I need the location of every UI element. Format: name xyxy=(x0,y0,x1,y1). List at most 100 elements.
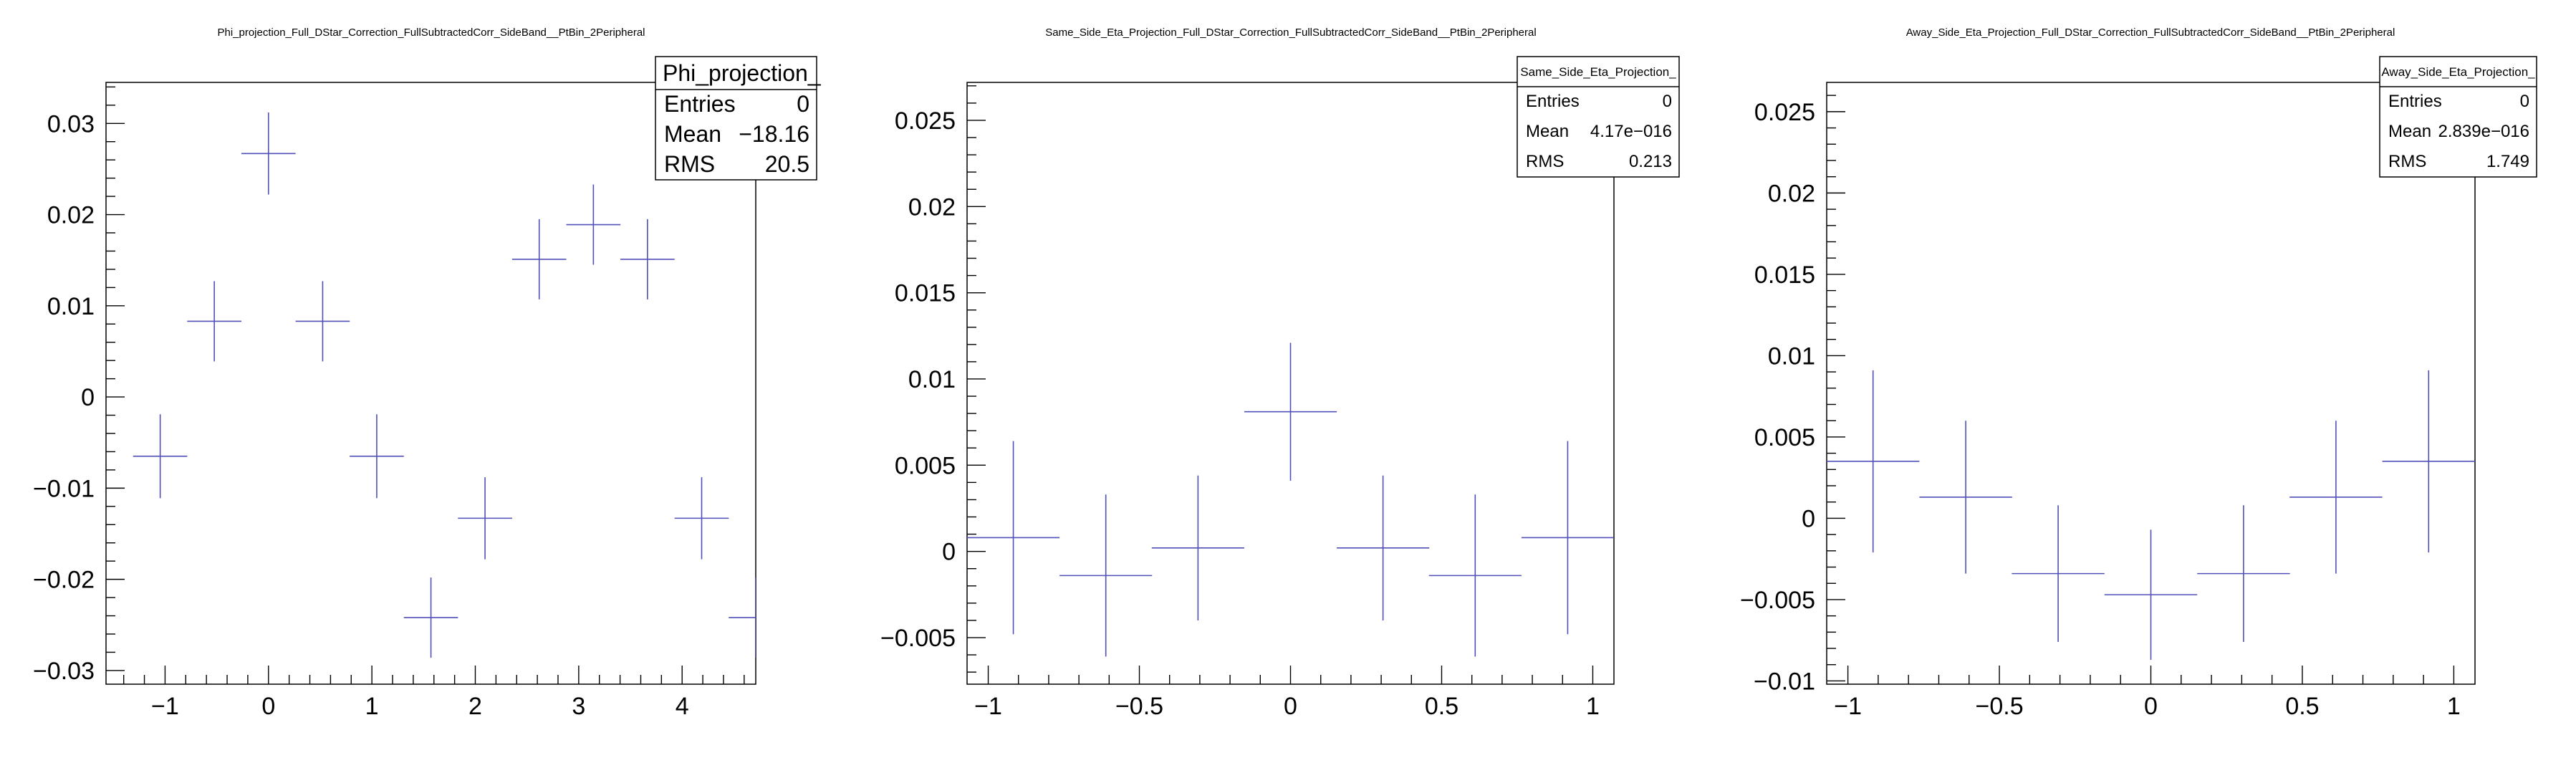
y-tick-label: −0.01 xyxy=(1754,668,1815,695)
stats-box: Away_Side_Eta_Projection_ Entries 0 Mean 2.8… xyxy=(2379,56,2537,178)
y-tick-label: 0.015 xyxy=(895,280,956,307)
x-tick-label: 0 xyxy=(2144,693,2158,720)
data-point xyxy=(674,477,729,560)
y-tick-label: −0.03 xyxy=(33,658,95,685)
chart-panel-1: Phi_projection_Full_DStar_Correction_Ful… xyxy=(33,27,822,720)
y-tick-label: 0.005 xyxy=(895,452,956,479)
stats-value: 2.839e−016 xyxy=(2438,122,2529,141)
x-tick-label: 2 xyxy=(468,693,482,720)
data-point xyxy=(1919,421,2012,574)
data-point xyxy=(1827,370,1920,553)
data-point xyxy=(1244,342,1337,481)
data-point xyxy=(2012,505,2105,642)
data-point xyxy=(967,441,1060,635)
y-tick-label: −0.01 xyxy=(33,475,95,502)
stats-label: Entries xyxy=(2388,92,2442,111)
data-point xyxy=(2197,505,2290,642)
stats-label: RMS xyxy=(664,151,715,177)
stats-label: RMS xyxy=(2388,152,2426,171)
data-point xyxy=(403,577,458,658)
stats-box-title: Same_Side_Eta_Projection_ xyxy=(1520,65,1676,79)
data-point xyxy=(1428,494,1522,657)
x-tick-label: 1 xyxy=(1586,693,1600,720)
x-tick-label: 1 xyxy=(2447,693,2461,720)
stats-box-title: Phi_projection_ xyxy=(663,60,822,86)
stats-box-frame xyxy=(655,56,817,181)
stats-box-frame xyxy=(1517,56,1680,178)
data-point xyxy=(1521,441,1614,635)
x-tick-label: 3 xyxy=(572,693,585,720)
chart-title: Phi_projection_Full_DStar_Correction_Ful… xyxy=(217,27,645,39)
x-tick-label: 4 xyxy=(676,693,689,720)
data-point xyxy=(1337,475,1430,620)
x-tick-label: 0 xyxy=(1284,693,1297,720)
data-series xyxy=(967,342,1614,657)
data-point xyxy=(566,184,621,265)
x-tick-label: 0 xyxy=(261,693,275,720)
x-tick-label: −0.5 xyxy=(1115,693,1163,720)
chart-panel-3: Away_Side_Eta_Projection_Full_DStar_Corr… xyxy=(1740,27,2537,720)
x-tick-label: 0.5 xyxy=(1425,693,1458,720)
stats-label: Entries xyxy=(1526,92,1580,111)
chart-panel-2: Same_Side_Eta_Projection_Full_DStar_Corr… xyxy=(880,27,1680,720)
data-point xyxy=(187,281,241,362)
x-tick-label: −1 xyxy=(151,693,179,720)
y-tick-label: 0.025 xyxy=(895,107,956,135)
x-tick-label: −1 xyxy=(974,693,1002,720)
y-tick-label: 0.01 xyxy=(908,366,956,393)
stats-box-frame xyxy=(2379,56,2537,178)
data-point xyxy=(1151,475,1244,620)
stats-label: Mean xyxy=(2388,122,2431,141)
data-point xyxy=(2104,529,2198,660)
x-tick-label: −0.5 xyxy=(1975,693,2023,720)
data-series xyxy=(1827,370,2475,660)
data-point xyxy=(620,219,675,299)
y-tick-label: 0.03 xyxy=(47,110,95,138)
stats-label: Mean xyxy=(1526,122,1569,141)
data-point xyxy=(1059,494,1153,657)
y-tick-label: 0.02 xyxy=(47,202,95,229)
y-tick-label: 0.01 xyxy=(47,293,95,320)
stats-box: Phi_projection_ Entries 0 Mean −18.16 RMS 20.5 xyxy=(655,56,822,181)
stats-value: 1.749 xyxy=(2486,152,2529,171)
data-point xyxy=(458,477,512,560)
y-tick-label: −0.02 xyxy=(33,567,95,594)
stats-box: Same_Side_Eta_Projection_ Entries 0 Mean 4.1… xyxy=(1517,56,1680,178)
data-point xyxy=(2289,421,2383,574)
data-point xyxy=(133,414,188,499)
stats-label: RMS xyxy=(1526,152,1564,171)
y-tick-label: −0.005 xyxy=(1740,587,1815,614)
y-tick-label: −0.005 xyxy=(880,625,956,652)
data-point xyxy=(511,219,567,299)
stats-value: 4.17e−016 xyxy=(1590,122,1672,141)
y-tick-label: 0.015 xyxy=(1754,261,1815,289)
y-tick-label: 0.01 xyxy=(1768,342,1815,370)
y-tick-label: 0 xyxy=(1802,505,1815,532)
data-series xyxy=(133,112,756,658)
x-tick-label: 0.5 xyxy=(2285,693,2319,720)
x-tick-label: −1 xyxy=(1834,693,1862,720)
stats-value: −18.16 xyxy=(739,121,809,147)
y-tick-label: 0.025 xyxy=(1754,99,1815,126)
data-point xyxy=(241,112,296,195)
x-tick-label: 1 xyxy=(365,693,379,720)
stats-value: 0.213 xyxy=(1629,152,1672,171)
stats-value: 20.5 xyxy=(765,151,809,177)
y-tick-label: 0 xyxy=(942,539,956,566)
y-tick-label: 0.02 xyxy=(908,193,956,221)
stats-value: 0 xyxy=(797,91,809,117)
data-point xyxy=(729,577,756,658)
chart-title: Same_Side_Eta_Projection_Full_DStar_Corr… xyxy=(1045,27,1536,39)
y-tick-label: 0.02 xyxy=(1768,180,1815,207)
data-point xyxy=(350,414,404,499)
stats-value: 0 xyxy=(2520,92,2529,111)
y-tick-label: 0.005 xyxy=(1754,424,1815,451)
plot-frame xyxy=(105,82,756,685)
stats-box-title: Away_Side_Eta_Projection_ xyxy=(2381,65,2535,79)
stats-label: Entries xyxy=(664,91,736,117)
stats-value: 0 xyxy=(1663,92,1672,111)
y-tick-label: 0 xyxy=(81,384,95,411)
stats-label: Mean xyxy=(664,121,721,147)
data-point xyxy=(2382,370,2475,553)
